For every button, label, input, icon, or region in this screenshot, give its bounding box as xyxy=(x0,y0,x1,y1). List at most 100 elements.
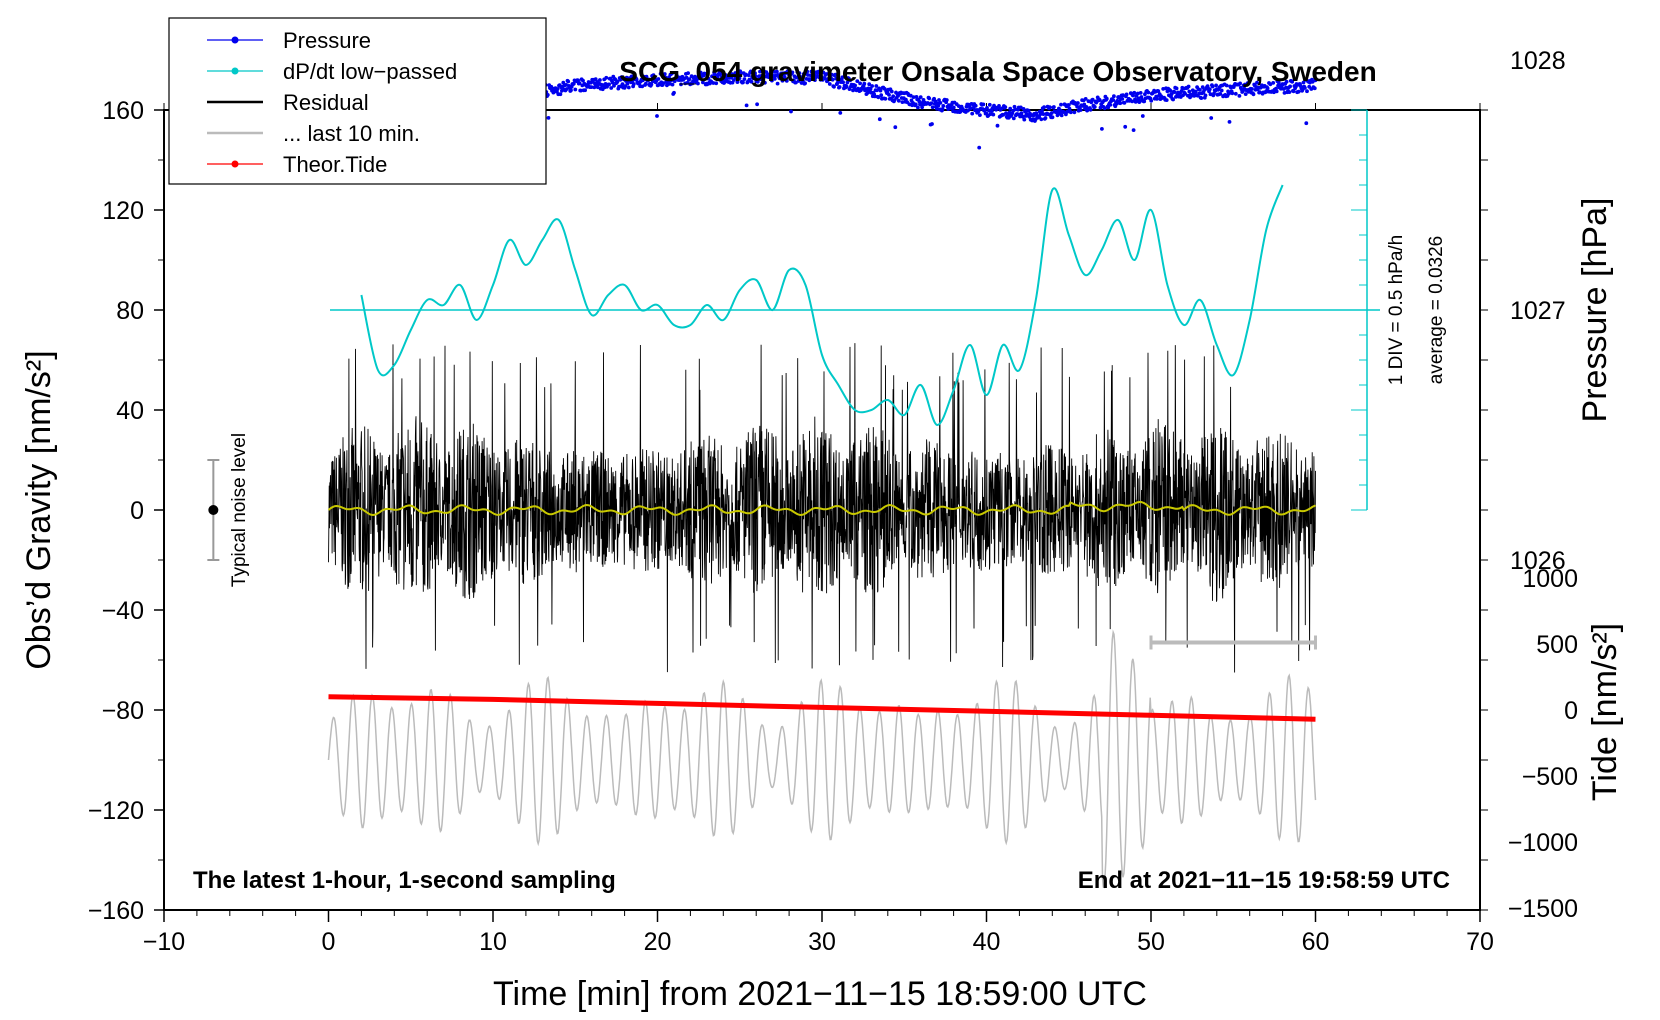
pressure-point xyxy=(1041,112,1046,116)
pressure-point xyxy=(687,77,692,81)
pressure-point xyxy=(1118,101,1123,106)
pressure-point xyxy=(1174,86,1179,91)
pressure-point xyxy=(1001,112,1006,117)
x-axis-title: Time [min] from 2021−11−15 18:59:00 UTC xyxy=(493,975,1147,1013)
pressure-point xyxy=(1210,84,1215,89)
legend-label-last10: ... last 10 min. xyxy=(283,121,420,146)
pressure-point xyxy=(970,111,975,116)
pressure-point xyxy=(1019,111,1024,115)
pressure-point xyxy=(1171,97,1175,102)
pressure-point xyxy=(1245,81,1250,85)
y-tick-label: 40 xyxy=(116,397,144,425)
pressure-point xyxy=(1066,103,1071,107)
legend-item-dpdt: dP/dt low−passed xyxy=(207,59,457,84)
pressure-point xyxy=(988,112,993,116)
pressure-point xyxy=(1312,86,1317,91)
pressure-point xyxy=(1288,84,1292,89)
pressure-point xyxy=(755,102,759,107)
pressure-point xyxy=(1083,97,1088,101)
pressure-point xyxy=(1050,115,1055,120)
pressure-point xyxy=(800,75,805,79)
pressure-point xyxy=(718,71,723,76)
pressure-point xyxy=(545,93,550,97)
pressure-point xyxy=(1122,101,1127,105)
footer-left: The latest 1-hour, 1-second sampling xyxy=(193,867,616,894)
x-tick-label: 60 xyxy=(1302,928,1330,956)
pressure-point xyxy=(1296,89,1301,94)
pressure-point xyxy=(573,87,578,92)
pressure-point xyxy=(891,94,896,99)
pressure-point xyxy=(1187,89,1192,94)
pressure-point xyxy=(973,103,978,108)
pressure-point xyxy=(1251,92,1256,97)
pressure-point xyxy=(977,145,982,150)
pressure-point xyxy=(649,82,654,87)
pressure-point xyxy=(874,84,879,88)
pressure-point xyxy=(769,70,774,74)
pressure-point xyxy=(838,111,843,115)
pressure-point xyxy=(1227,120,1232,124)
pressure-point xyxy=(626,85,631,90)
pressure-point xyxy=(1226,91,1231,96)
pressure-point xyxy=(686,71,690,75)
pressure-point xyxy=(958,110,963,114)
pressure-tick-label: 1026 xyxy=(1510,547,1566,575)
pressure-point xyxy=(834,76,838,81)
pressure-point xyxy=(1013,107,1018,112)
pressure-point xyxy=(1219,88,1224,93)
pressure-point xyxy=(620,82,625,86)
tide-tick-label: −1500 xyxy=(1508,895,1578,923)
pressure-point xyxy=(938,101,943,105)
pressure-point xyxy=(1149,98,1154,103)
pressure-point xyxy=(1287,90,1292,94)
pressure-point xyxy=(784,79,789,83)
y-left-axis-title: Obs’d Gravity [nm/s²] xyxy=(20,350,58,669)
pressure-point xyxy=(837,85,842,89)
pressure-point xyxy=(1130,99,1135,104)
pressure-point xyxy=(1183,91,1187,96)
y-tick-label: 120 xyxy=(102,197,144,225)
pressure-point xyxy=(1067,106,1072,111)
pressure-point xyxy=(564,87,569,91)
legend-item-last10: ... last 10 min. xyxy=(207,121,420,146)
pressure-point xyxy=(862,81,867,86)
pressure-point xyxy=(1142,99,1147,104)
pressure-point xyxy=(644,74,649,79)
pressure-point xyxy=(883,96,888,101)
pressure-point xyxy=(1052,105,1056,109)
pressure-point xyxy=(579,88,583,93)
pressure-tick-label: 1028 xyxy=(1510,47,1566,75)
legend: Pressure dP/dt low−passed Residual ... l… xyxy=(168,17,547,185)
pressure-point xyxy=(1140,114,1145,118)
pressure-point xyxy=(663,75,668,80)
pressure-point xyxy=(1076,101,1080,105)
pressure-point xyxy=(672,79,677,84)
pressure-point xyxy=(741,80,745,85)
pressure-point xyxy=(763,80,767,85)
pressure-point xyxy=(696,81,700,86)
pressure-point xyxy=(936,103,941,108)
pressure-point xyxy=(742,77,747,81)
pressure-point xyxy=(1198,88,1202,92)
pressure-axis-title: Pressure [hPa] xyxy=(1576,198,1614,423)
pressure-point xyxy=(1047,105,1052,110)
pressure-point xyxy=(589,85,594,89)
pressure-point xyxy=(1257,90,1262,95)
pressure-point xyxy=(845,80,850,85)
pressure-point xyxy=(1168,88,1173,93)
pressure-point xyxy=(1003,105,1008,109)
pressure-point xyxy=(658,71,663,76)
pressure-point xyxy=(715,75,720,80)
pressure-point xyxy=(1088,107,1093,112)
pressure-point xyxy=(887,93,891,97)
pressure-point xyxy=(714,81,719,86)
pressure-point xyxy=(1008,106,1013,111)
pressure-point xyxy=(1072,110,1077,115)
footer-right: End at 2021−11−15 19:58:59 UTC xyxy=(1078,867,1450,894)
pressure-point xyxy=(981,102,986,107)
pressure-point xyxy=(1039,117,1044,122)
pressure-point xyxy=(643,81,648,86)
pressure-point xyxy=(625,81,630,86)
pressure-point xyxy=(1112,94,1116,99)
pressure-point xyxy=(615,79,620,84)
